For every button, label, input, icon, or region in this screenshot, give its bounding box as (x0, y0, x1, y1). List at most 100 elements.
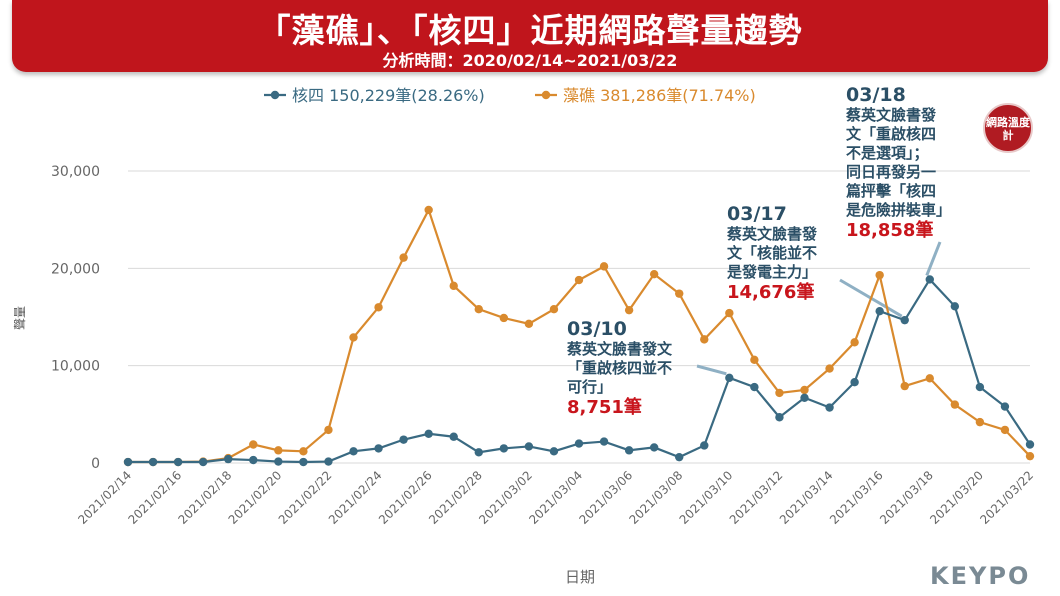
data-point (599, 262, 609, 271)
data-point (800, 385, 809, 395)
data-point (549, 447, 559, 456)
data-point (349, 447, 358, 456)
data-point (900, 381, 909, 391)
data-point (975, 382, 985, 392)
data-point (675, 289, 684, 298)
data-point (675, 452, 684, 462)
data-point (624, 305, 634, 315)
data-point (249, 455, 258, 465)
data-point (825, 364, 834, 373)
data-point (649, 443, 659, 452)
data-point (950, 302, 960, 311)
data-point (224, 454, 233, 464)
title-banner: 「藻礁」、「核四」近期網路聲量趨勢 分析時間：2020/02/14~2021/0… (12, 0, 1048, 72)
data-point (624, 446, 634, 455)
data-point (123, 457, 133, 467)
data-point (1025, 451, 1035, 461)
annotation-pointer (696, 364, 727, 376)
annotation-date: 03/18 (846, 84, 906, 106)
data-point (775, 388, 784, 398)
data-point (399, 435, 408, 444)
annotation-count: 18,858筆 (846, 220, 934, 241)
legend-swatch-marker (270, 90, 280, 100)
data-point (750, 382, 759, 392)
data-point (1000, 402, 1010, 411)
series-group (123, 205, 1035, 467)
data-point (274, 446, 283, 455)
data-point (850, 338, 859, 347)
data-point (173, 457, 183, 467)
data-point (324, 457, 333, 466)
data-point (875, 270, 884, 280)
data-point (700, 335, 709, 344)
data-point (374, 444, 383, 453)
data-point (299, 457, 308, 467)
data-point (148, 457, 158, 467)
data-point (399, 253, 408, 262)
data-point (975, 417, 985, 427)
y-tick-label: 30,000 (51, 164, 100, 180)
data-point (700, 441, 709, 450)
annotation-0310: 03/10 蔡英文臉書發文 「重啟核四並不 可行」 8,751筆 (567, 318, 672, 419)
data-point (474, 305, 483, 314)
x-tick-labels: 2021/02/142021/02/162021/02/182021/02/20… (75, 468, 1036, 527)
data-point (950, 400, 960, 409)
data-point (499, 444, 509, 453)
data-point (549, 305, 559, 314)
annotation-pointer (925, 241, 942, 277)
annotation-text: 蔡英文臉書發 文「重啟核四 不是選項」； 同日再發另一 篇抨擊「核四 是危險拼裝… (846, 106, 952, 219)
data-point (725, 308, 734, 318)
annotation-text: 蔡英文臉書發 文「核能並不 是發電主力」 (727, 225, 818, 281)
y-tick-labels: 0 10,000 20,000 30,000 (51, 164, 100, 472)
data-point (449, 432, 458, 441)
data-point (324, 425, 333, 435)
data-point (800, 393, 809, 402)
data-point (524, 442, 534, 451)
data-point (274, 457, 283, 466)
annotation-count: 8,751筆 (567, 397, 642, 418)
data-point (574, 275, 584, 285)
annotation-0317: 03/17 蔡英文臉書發 文「核能並不 是發電主力」 14,676筆 (727, 203, 817, 304)
data-point (725, 373, 734, 383)
data-point (474, 448, 483, 457)
data-point (875, 306, 884, 316)
data-point (249, 440, 258, 449)
data-point (825, 403, 834, 412)
y-axis-label: 聲量 (12, 306, 27, 330)
data-point (574, 439, 584, 448)
keypo-logo: KEYPO (930, 562, 1031, 590)
legend-entry: 藻礁 381,286筆(71.74%) (563, 86, 756, 105)
data-point (1025, 440, 1035, 449)
annotation-date: 03/10 (567, 318, 627, 340)
data-point (449, 281, 458, 291)
data-point (299, 447, 308, 456)
y-tick-label: 10,000 (51, 359, 100, 375)
data-point (424, 429, 433, 438)
legend: 核四 150,229筆(28.26%) 藻礁 381,286筆(71.74%) (264, 86, 756, 105)
x-axis-label: 日期 (565, 568, 595, 586)
annotation-date: 03/17 (727, 203, 787, 225)
data-point (499, 313, 509, 323)
y-tick-label: 20,000 (51, 261, 100, 277)
annotation-0318: 03/18 蔡英文臉書發 文「重啟核四 不是選項」； 同日再發另一 篇抨擊「核四… (846, 84, 951, 242)
data-point (198, 457, 208, 467)
legend-entry: 核四 150,229筆(28.26%) (292, 86, 485, 105)
annotation-count: 14,676筆 (727, 282, 815, 303)
x-tick-label: 2021/03/22 (977, 468, 1036, 527)
y-tick-label: 0 (91, 456, 100, 472)
data-point (925, 374, 934, 383)
data-point (349, 333, 358, 342)
page-title: 「藻礁」、「核四」近期網路聲量趨勢 (257, 11, 803, 50)
legend-swatch-marker (541, 90, 551, 100)
data-point (599, 437, 609, 446)
data-point (424, 205, 433, 215)
thermometer-badge: 網路溫度計 (983, 103, 1033, 153)
annotation-text: 蔡英文臉書發文 「重啟核四並不 可行」 (567, 340, 673, 396)
analysis-period: 分析時間：2020/02/14~2021/03/22 (382, 51, 678, 70)
data-point (900, 315, 909, 325)
data-point (1000, 425, 1010, 435)
data-point (750, 355, 759, 365)
data-point (850, 378, 859, 387)
